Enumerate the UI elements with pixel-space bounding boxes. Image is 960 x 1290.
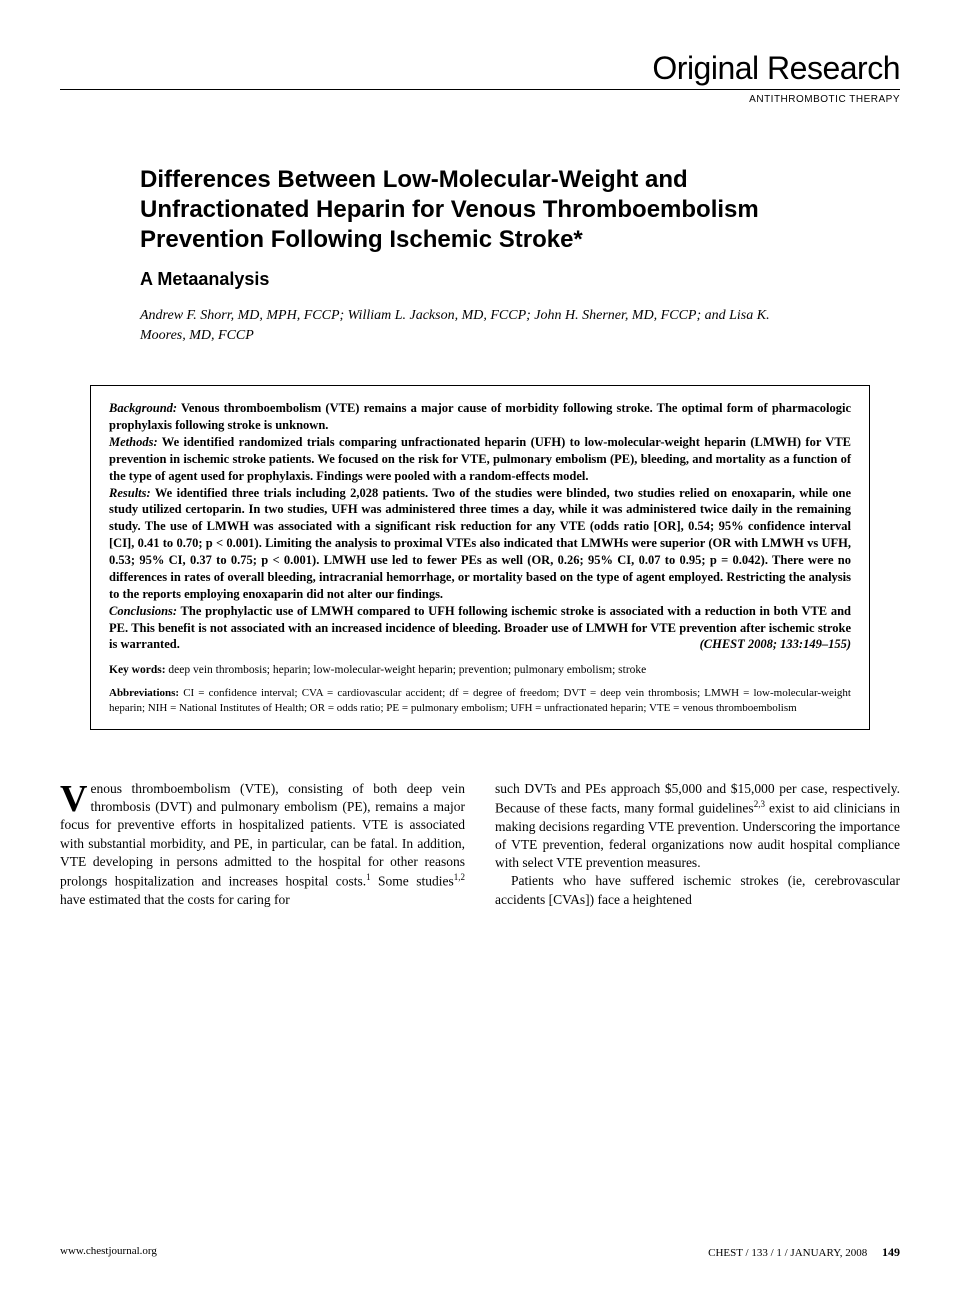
keywords-text: deep vein thrombosis; heparin; low-molec… xyxy=(166,664,647,676)
article-authors: Andrew F. Shorr, MD, MPH, FCCP; William … xyxy=(140,306,800,345)
results-text: We identified three trials including 2,0… xyxy=(109,486,851,601)
abstract-background: Background: Venous thromboembolism (VTE)… xyxy=(109,400,851,434)
body-column-left: Venous thromboembolism (VTE), consisting… xyxy=(60,780,465,909)
footer-journal: CHEST / 133 / 1 / JANUARY, 2008 xyxy=(708,1247,867,1259)
body-col1-after2: have estimated that the costs for caring… xyxy=(60,892,290,907)
article-title: Differences Between Low-Molecular-Weight… xyxy=(140,165,840,255)
background-text: Venous thromboembolism (VTE) remains a m… xyxy=(109,401,851,432)
abbreviations: Abbreviations: CI = confidence interval;… xyxy=(109,686,851,715)
sup-ref-3: 2,3 xyxy=(754,799,765,809)
methods-text: We identified randomized trials comparin… xyxy=(109,435,851,483)
header-section: Original Research xyxy=(60,50,900,90)
background-label: Background: xyxy=(109,401,177,415)
abstract-box: Background: Venous thromboembolism (VTE)… xyxy=(90,385,870,730)
article-subtitle: A Metaanalysis xyxy=(140,269,900,290)
body-para-1: Venous thromboembolism (VTE), consisting… xyxy=(60,780,465,909)
abstract-results: Results: We identified three trials incl… xyxy=(109,485,851,603)
section-title: Original Research xyxy=(60,50,900,87)
abbreviations-label: Abbreviations: xyxy=(109,687,179,699)
abbreviations-text: CI = confidence interval; CVA = cardiova… xyxy=(109,687,851,713)
body-column-right: such DVTs and PEs approach $5,000 and $1… xyxy=(495,780,900,909)
footer-right: CHEST / 133 / 1 / JANUARY, 2008 149 xyxy=(708,1245,900,1260)
citation: (CHEST 2008; 133:149–155) xyxy=(700,636,851,653)
footer-url: www.chestjournal.org xyxy=(60,1245,157,1260)
abstract-conclusions: Conclusions: The prophylactic use of LMW… xyxy=(109,603,851,654)
sup-ref-2: 1,2 xyxy=(454,872,465,882)
dropcap: V xyxy=(60,780,90,815)
body-columns: Venous thromboembolism (VTE), consisting… xyxy=(60,780,900,909)
results-label: Results: xyxy=(109,486,151,500)
conclusions-label: Conclusions: xyxy=(109,604,177,618)
body-col1-after1: Some studies xyxy=(371,873,454,888)
body-para-3: Patients who have suffered ischemic stro… xyxy=(495,872,900,908)
methods-label: Methods: xyxy=(109,435,158,449)
page-footer: www.chestjournal.org CHEST / 133 / 1 / J… xyxy=(60,1245,900,1260)
body-para-2: such DVTs and PEs approach $5,000 and $1… xyxy=(495,780,900,873)
abstract-methods: Methods: We identified randomized trials… xyxy=(109,434,851,485)
keywords: Key words: deep vein thrombosis; heparin… xyxy=(109,663,851,678)
keywords-label: Key words: xyxy=(109,664,166,676)
page-number: 149 xyxy=(882,1245,900,1259)
header-subtitle: ANTITHROMBOTIC THERAPY xyxy=(60,94,900,105)
